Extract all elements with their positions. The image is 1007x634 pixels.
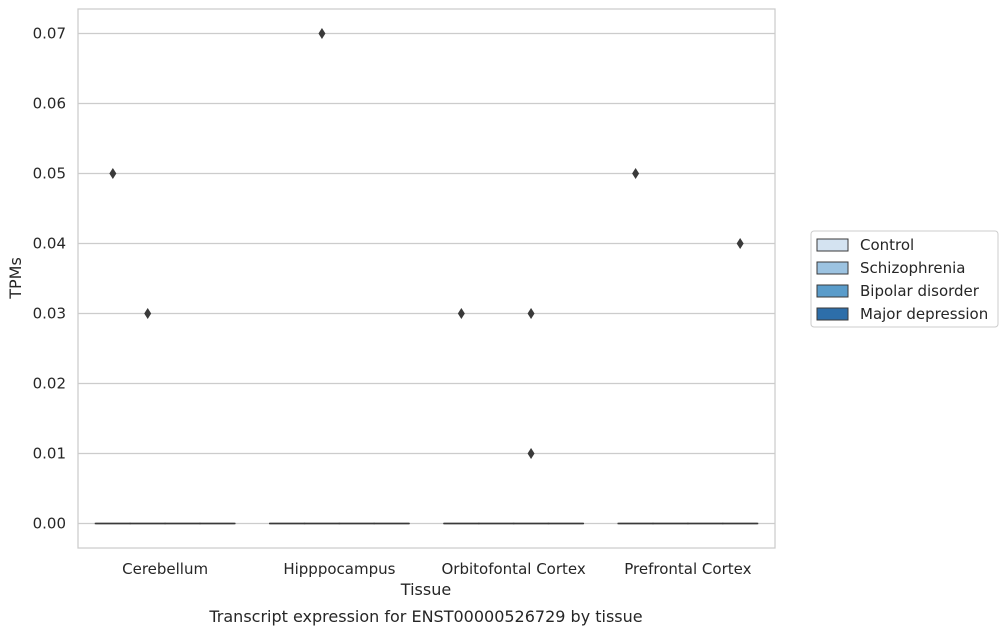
- y-axis-label: TPMs: [6, 257, 25, 300]
- legend-label: Control: [860, 236, 914, 254]
- x-tick-label: Hipppocampus: [283, 560, 395, 578]
- y-tick-label: 0.06: [33, 95, 66, 113]
- legend-frame: [810, 230, 999, 328]
- y-ticks: 0.00 0.01 0.02 0.03 0.04 0.05 0.06 0.07: [33, 25, 66, 533]
- y-tick-label: 0.03: [33, 305, 66, 323]
- legend-label: Bipolar disorder: [860, 282, 980, 300]
- outliers: [109, 28, 744, 459]
- legend-swatch: [816, 238, 849, 252]
- y-tick-label: 0.04: [33, 235, 66, 253]
- chart-caption: Transcript expression for ENST0000052672…: [208, 607, 642, 626]
- outlier-point: [109, 168, 117, 179]
- y-tick-label: 0.02: [33, 375, 66, 393]
- legend-swatch: [816, 307, 849, 321]
- outlier-point: [527, 448, 535, 459]
- legend-label: Major depression: [860, 305, 988, 323]
- plot-frame: [77, 8, 776, 549]
- x-tick-label: Prefrontal Cortex: [624, 560, 751, 578]
- outlier-point: [736, 238, 744, 249]
- y-tick-label: 0.07: [33, 25, 66, 43]
- y-tick-label: 0.05: [33, 165, 66, 183]
- outlier-point: [632, 168, 640, 179]
- grid: [78, 32, 775, 525]
- legend: Control Schizophrenia Bipolar disorder Majo…: [810, 230, 999, 328]
- outlier-point: [318, 28, 326, 39]
- outlier-point: [527, 308, 535, 319]
- outlier-point: [144, 308, 152, 319]
- legend-label: Schizophrenia: [860, 259, 965, 277]
- x-ticks: Cerebellum Hipppocampus Orbitofontal Corte…: [122, 560, 751, 578]
- x-axis-label: Tissue: [400, 580, 451, 599]
- outlier-point: [457, 308, 465, 319]
- legend-swatch: [816, 261, 849, 275]
- x-tick-label: Orbitofontal Cortex: [442, 560, 586, 578]
- y-tick-label: 0.00: [33, 515, 66, 533]
- x-tick-label: Cerebellum: [122, 560, 208, 578]
- legend-swatch: [816, 284, 849, 298]
- y-tick-label: 0.01: [33, 445, 66, 463]
